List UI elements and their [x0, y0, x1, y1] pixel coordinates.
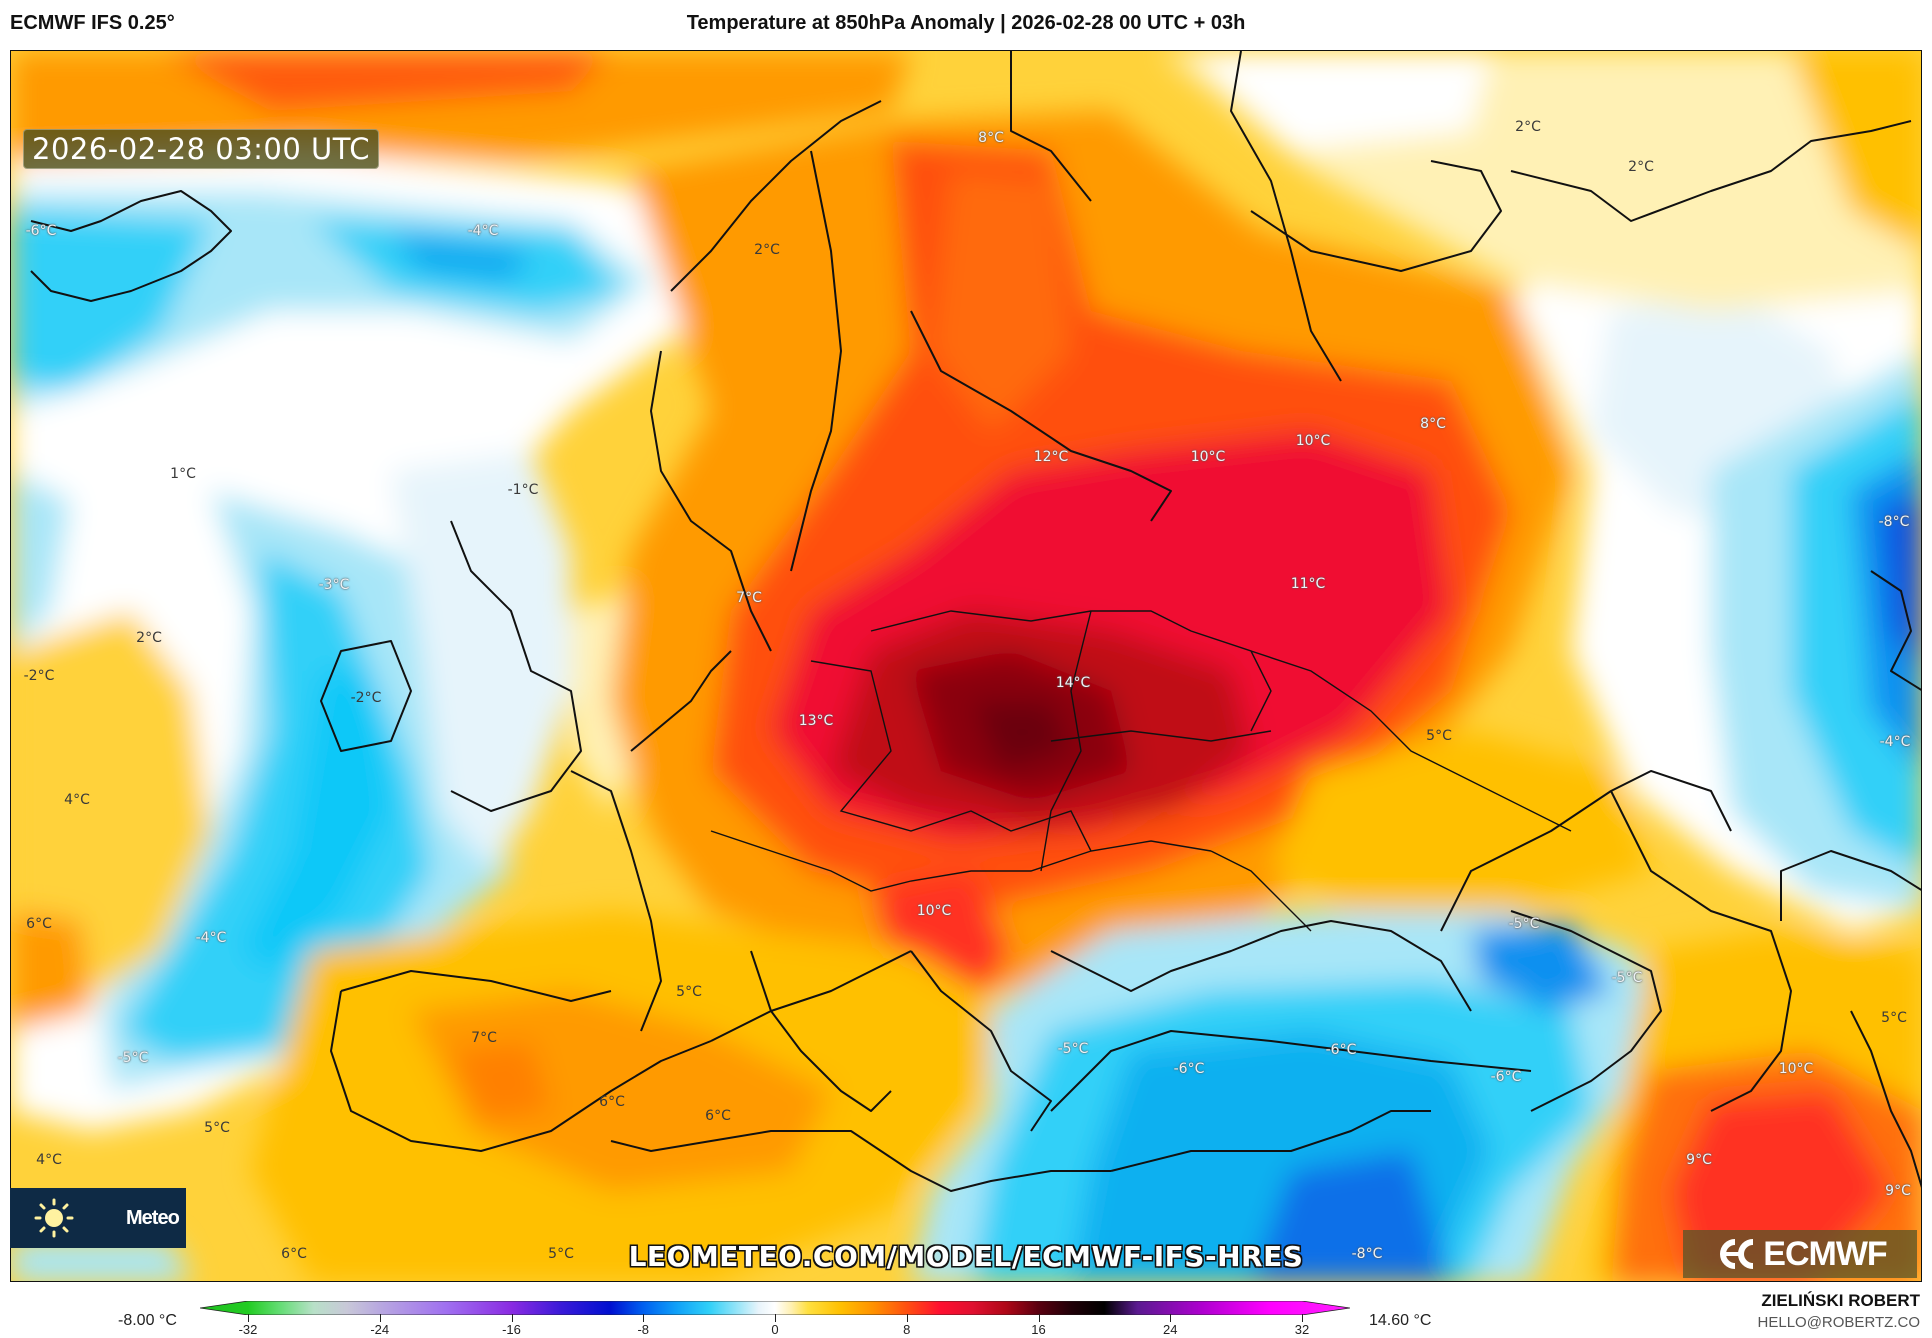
contour-label: 10°C — [1778, 1061, 1814, 1077]
colorbar-tick-label: 16 — [1031, 1322, 1046, 1337]
colorbar-tick — [511, 1314, 513, 1322]
contour-label: -6°C — [1173, 1061, 1205, 1077]
colorbar-min-value: -8.00 °C — [118, 1312, 177, 1329]
contour-label: 14°C — [1055, 675, 1091, 691]
contour-label: 4°C — [36, 1152, 62, 1168]
contour-label: 6°C — [705, 1108, 731, 1124]
contour-label: -2°C — [350, 690, 382, 706]
colorbar-tick — [775, 1314, 776, 1322]
colorbar-max-value: 14.60 °C — [1369, 1312, 1432, 1329]
temperature-anomaly-map: 2026-02-28 03:00 UTC -6°C -4°C 8°C 2°C 2°C 2°… — [10, 50, 1922, 1282]
contour-label: -4°C — [195, 930, 227, 946]
leometeo-logo-text: Meteo — [126, 1206, 180, 1229]
contour-label: -5°C — [1057, 1041, 1089, 1057]
colorbar-tick-label: 32 — [1294, 1322, 1310, 1337]
colorbar-tick-label: 8 — [903, 1322, 911, 1337]
ecmwf-logo-text: ECMWF — [1763, 1234, 1887, 1273]
contour-label: 10°C — [1295, 433, 1331, 449]
contour-label: -6°C — [1490, 1069, 1522, 1085]
contour-label: -8°C — [1351, 1246, 1383, 1262]
contour-label: -5°C — [1611, 970, 1643, 986]
colorbar-tick-label: 24 — [1163, 1322, 1178, 1337]
contour-label: -4°C — [467, 223, 499, 239]
contour-label: 5°C — [204, 1120, 230, 1136]
chart-title: Temperature at 850hPa Anomaly | 2026-02-… — [686, 12, 1246, 34]
contour-label: 9°C — [1885, 1183, 1911, 1199]
colorbar-tick-label: -32 — [238, 1322, 258, 1337]
colorbar-tick — [248, 1314, 249, 1322]
ecmwf-logo: ECMWF — [1683, 1230, 1917, 1278]
contour-label: 11°C — [1290, 576, 1326, 592]
contour-label: 7°C — [736, 590, 762, 606]
contour-label: 13°C — [798, 713, 834, 729]
model-name: ECMWF IFS 0.25° — [10, 12, 175, 34]
contour-label: 1°C — [170, 466, 196, 482]
contour-label: 2°C — [754, 242, 780, 258]
contour-label: 10°C — [1190, 449, 1226, 465]
colorbar-tick-label: -24 — [370, 1322, 390, 1337]
contour-label: 5°C — [1881, 1010, 1907, 1026]
contour-label: 4°C — [64, 792, 90, 808]
contour-label: -6°C — [25, 223, 57, 239]
contour-label: 5°C — [676, 984, 702, 1000]
map-field — [11, 51, 1921, 1281]
contour-label: 2°C — [1628, 159, 1654, 175]
colorbar-tick-label: -8 — [637, 1322, 650, 1337]
colorbar-tick-label: 0 — [771, 1322, 779, 1337]
valid-time-badge: 2026-02-28 03:00 UTC — [23, 129, 380, 169]
author-email: HELLO@ROBERTZ.CO — [1757, 1314, 1920, 1331]
contour-label: 7°C — [471, 1030, 497, 1046]
contour-label: 10°C — [916, 903, 952, 919]
sun-icon — [34, 1198, 74, 1238]
contour-label: -3°C — [318, 577, 350, 593]
ecmwf-emblem-icon — [1720, 1239, 1754, 1269]
contour-label: 5°C — [1426, 728, 1452, 744]
contour-label: 12°C — [1033, 449, 1069, 465]
author-name: ZIELIŃSKI ROBERT — [1761, 1291, 1920, 1310]
colorbar — [200, 1301, 1350, 1315]
contour-label: 8°C — [978, 130, 1004, 146]
contour-label: 2°C — [1515, 119, 1541, 135]
colorbar-tick — [906, 1314, 908, 1322]
contour-label: 5°C — [548, 1246, 574, 1262]
contour-label: -1°C — [507, 482, 539, 498]
contour-label: 6°C — [599, 1094, 625, 1110]
contour-label: 8°C — [1420, 416, 1446, 432]
contour-label: 6°C — [26, 916, 52, 932]
colorbar-tick — [1170, 1314, 1172, 1322]
contour-label: -4°C — [1879, 734, 1911, 750]
source-url-watermark: LEOMETEO.COM/MODEL/ECMWF-IFS-HRES — [628, 1240, 1304, 1273]
colorbar-tick-label: -16 — [502, 1322, 521, 1337]
colorbar-tick — [379, 1314, 381, 1322]
contour-label: 2°C — [136, 630, 162, 646]
leometeo-logo: Meteo — [10, 1188, 186, 1248]
contour-label: -5°C — [1508, 916, 1540, 932]
contour-label: -5°C — [117, 1050, 149, 1066]
colorbar-tick — [643, 1314, 645, 1322]
contour-label: 6°C — [281, 1246, 307, 1262]
colorbar-tick — [1302, 1314, 1303, 1322]
colorbar-tick — [1038, 1314, 1040, 1322]
contour-label: 9°C — [1686, 1152, 1712, 1168]
contour-label: -8°C — [1878, 514, 1910, 530]
contour-label: -6°C — [1325, 1042, 1357, 1058]
contour-label: -2°C — [23, 668, 55, 684]
